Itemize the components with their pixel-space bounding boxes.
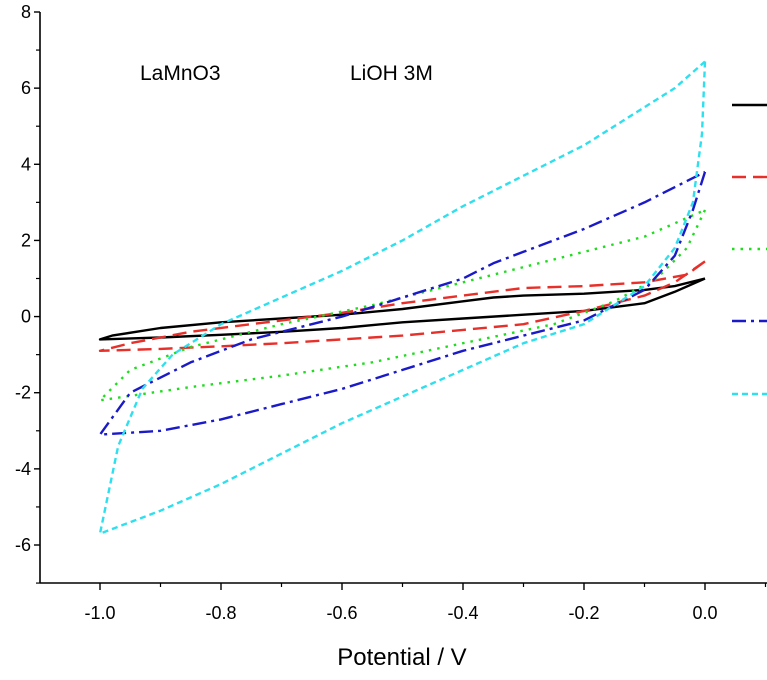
y-tick-label: -6 <box>15 535 31 555</box>
x-tick-label: -0.2 <box>568 603 599 623</box>
series-1-curve <box>98 277 706 341</box>
series-4-curve <box>98 170 707 436</box>
x-tick-label: -0.8 <box>205 603 236 623</box>
series-2-curve <box>98 260 706 352</box>
ticks: -6 -4 -2 0 2 4 6 8 -1.0 -0.8 -0.6 -0.4 -0.2 0.0 <box>15 2 767 623</box>
axes <box>39 12 767 584</box>
x-tick-label: 0.0 <box>692 603 717 623</box>
y-tick-label: 8 <box>21 2 31 22</box>
y-tick-label: -2 <box>15 383 31 403</box>
series-group <box>98 60 707 535</box>
annotation-electrolyte: LiOH 3M <box>350 62 433 85</box>
x-axis-title: Potential / V <box>337 644 466 671</box>
legend <box>732 103 767 396</box>
y-tick-label: 2 <box>21 230 31 250</box>
annotation-material: LaMnO3 <box>140 62 221 85</box>
y-tick-label: 4 <box>21 154 31 174</box>
y-tick-label: -4 <box>15 459 31 479</box>
series-3-curve <box>98 208 707 402</box>
y-tick-label: 0 <box>21 307 31 327</box>
x-tick-label: -1.0 <box>84 603 115 623</box>
y-tick-label: 6 <box>21 78 31 98</box>
series-5-curve <box>98 60 707 535</box>
x-tick-label: -0.4 <box>447 603 478 623</box>
x-tick-label: -0.6 <box>326 603 357 623</box>
